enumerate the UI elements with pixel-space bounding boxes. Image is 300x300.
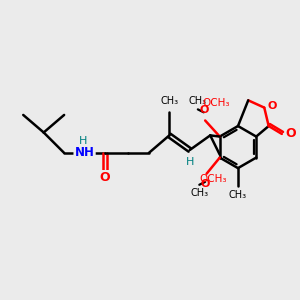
Text: N: N [80, 146, 90, 159]
Text: O: O [100, 171, 110, 184]
Text: O: O [268, 101, 277, 111]
Text: NH: NH [75, 146, 94, 159]
Text: O: O [199, 105, 208, 115]
Text: CH₃: CH₃ [229, 190, 247, 200]
Text: CH₃: CH₃ [160, 96, 178, 106]
Text: H: H [186, 157, 194, 167]
Text: CH₃: CH₃ [190, 188, 208, 198]
Text: O: O [100, 174, 110, 187]
Text: OCH₃: OCH₃ [199, 174, 226, 184]
Text: O: O [200, 179, 210, 189]
Text: H: H [79, 136, 87, 146]
Text: O: O [285, 128, 296, 140]
Text: CH₃: CH₃ [189, 97, 207, 106]
Text: OCH₃: OCH₃ [202, 98, 230, 108]
